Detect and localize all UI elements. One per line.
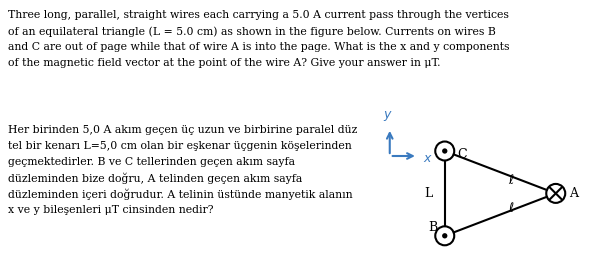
Text: of an equilateral triangle (L = 5.0 cm) as shown in the figure below. Currents o: of an equilateral triangle (L = 5.0 cm) …: [8, 26, 496, 37]
Text: A: A: [569, 187, 578, 200]
Text: tel bir kenarı L=5,0 cm olan bir eşkenar üçgenin köşelerinden: tel bir kenarı L=5,0 cm olan bir eşkenar…: [8, 141, 351, 151]
Text: of the magnetic field vector at the point of the wire A? Give your answer in μT.: of the magnetic field vector at the poin…: [8, 58, 441, 68]
Text: $x$: $x$: [422, 152, 433, 164]
Ellipse shape: [435, 142, 454, 161]
Text: düzleminden bize doğru, A telinden geçen akım sayfa: düzleminden bize doğru, A telinden geçen…: [8, 173, 302, 185]
Text: C: C: [456, 148, 466, 161]
Text: Three long, parallel, straight wires each carrying a 5.0 A current pass through : Three long, parallel, straight wires eac…: [8, 10, 509, 20]
Text: ℓ: ℓ: [507, 202, 513, 215]
Text: B: B: [428, 221, 438, 234]
Text: geçmektedirler. B ve C tellerinden geçen akım sayfa: geçmektedirler. B ve C tellerinden geçen…: [8, 157, 295, 167]
Text: ℓ: ℓ: [507, 174, 513, 187]
Ellipse shape: [442, 148, 447, 154]
Text: Her birinden 5,0 A akım geçen üç uzun ve birbirine paralel düz: Her birinden 5,0 A akım geçen üç uzun ve…: [8, 125, 358, 135]
Text: x ve y bileşenleri μT cinsinden nedir?: x ve y bileşenleri μT cinsinden nedir?: [8, 205, 214, 215]
Ellipse shape: [546, 184, 565, 203]
Text: and C are out of page while that of wire A is into the page. What is the x and y: and C are out of page while that of wire…: [8, 42, 509, 52]
Text: düzleminden içeri doğrudur. A telinin üstünde manyetik alanın: düzleminden içeri doğrudur. A telinin üs…: [8, 189, 353, 200]
Ellipse shape: [435, 226, 454, 245]
Text: $y$: $y$: [383, 109, 393, 123]
Text: L: L: [424, 187, 433, 200]
Ellipse shape: [442, 233, 447, 238]
